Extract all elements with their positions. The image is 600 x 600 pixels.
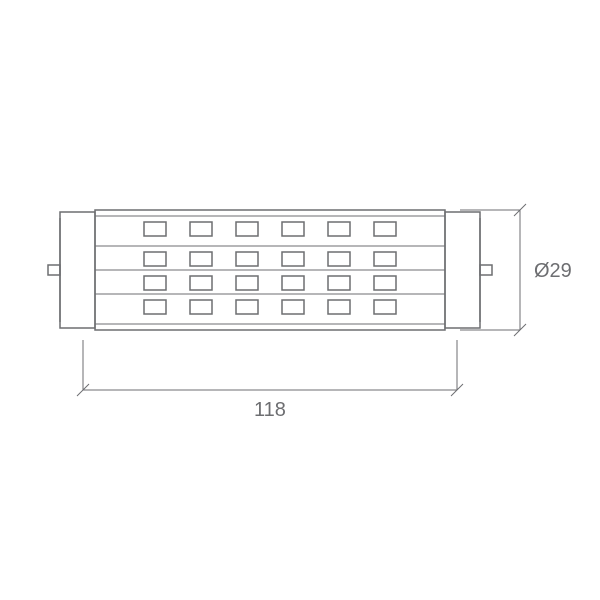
right-end-cap: [445, 212, 480, 328]
led-chip-r0-c1: [190, 222, 212, 236]
diameter-label: Ø29: [534, 260, 572, 282]
length-label: 118: [254, 399, 286, 421]
left-end-cap: [60, 212, 95, 328]
led-chip-r0-c4: [328, 222, 350, 236]
led-chip-r1-c5: [374, 252, 396, 266]
right-pin: [480, 265, 492, 275]
led-chip-r2-c1: [190, 276, 212, 290]
led-chip-r1-c4: [328, 252, 350, 266]
led-chip-r0-c3: [282, 222, 304, 236]
led-chip-r3-c1: [190, 300, 212, 314]
left-pin: [48, 265, 60, 275]
led-chip-r0-c0: [144, 222, 166, 236]
led-chip-r0-c2: [236, 222, 258, 236]
led-chip-r1-c2: [236, 252, 258, 266]
led-chip-r1-c0: [144, 252, 166, 266]
led-chip-r1-c1: [190, 252, 212, 266]
led-chip-r3-c5: [374, 300, 396, 314]
led-chip-r1-c3: [282, 252, 304, 266]
led-chip-r2-c4: [328, 276, 350, 290]
led-chip-r2-c2: [236, 276, 258, 290]
led-chip-r3-c2: [236, 300, 258, 314]
led-chip-r2-c0: [144, 276, 166, 290]
led-chip-r3-c4: [328, 300, 350, 314]
led-chip-r2-c3: [282, 276, 304, 290]
technical-drawing: 118 Ø29: [0, 0, 600, 600]
led-chip-r2-c5: [374, 276, 396, 290]
led-chip-r3-c0: [144, 300, 166, 314]
led-chip-r3-c3: [282, 300, 304, 314]
drawing-svg: 118 Ø29: [0, 0, 600, 600]
led-chip-r0-c5: [374, 222, 396, 236]
